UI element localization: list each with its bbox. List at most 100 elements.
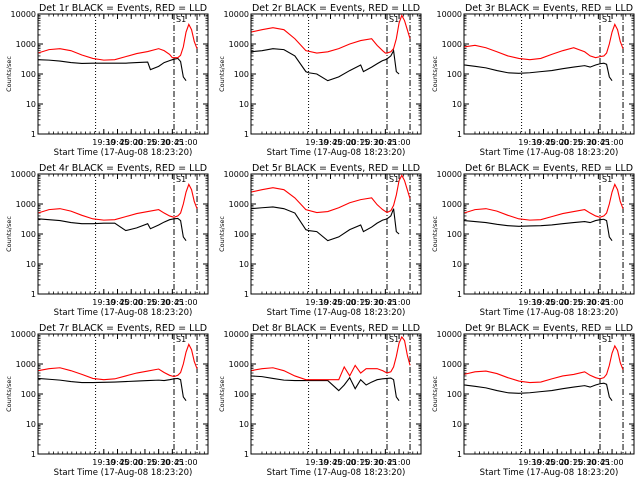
x-tick-label: 21:00	[388, 298, 411, 307]
x-tick-label: 20:30	[360, 138, 383, 147]
y-tick-label: 1000	[16, 200, 36, 209]
y-axis-label: Counts/sec	[218, 216, 226, 252]
chart-title: Det 4r BLACK = Events, RED = LLD	[39, 163, 207, 174]
chart-title: Det 3r BLACK = Events, RED = LLD	[465, 3, 633, 14]
x-tick-label: 20:15	[133, 458, 156, 467]
y-tick-label: 10	[452, 420, 462, 429]
y-tick-label: 10000	[437, 10, 462, 19]
y-tick-label: 10000	[11, 170, 36, 179]
chart-title: Det 5r BLACK = Events, RED = LLD	[252, 163, 420, 174]
x-tick-label: 20:15	[559, 458, 582, 467]
x-tick-label: 19:45	[106, 298, 129, 307]
series-line-events	[38, 57, 187, 81]
x-tick-label: 20:15	[133, 298, 156, 307]
chart-title: Det 9r BLACK = Events, RED = LLD	[465, 323, 633, 334]
x-tick-label: 19:45	[319, 458, 342, 467]
series-line-lld	[38, 343, 198, 381]
x-tick-label: 19:30	[518, 138, 541, 147]
x-tick-label: 20:30	[147, 458, 170, 467]
x-tick-label: 19:45	[532, 138, 555, 147]
chart-title: Det 1r BLACK = Events, RED = LLD	[39, 3, 207, 14]
y-tick-label: 100	[447, 390, 462, 399]
series-line-events	[251, 206, 400, 242]
chart-title: Det 2r BLACK = Events, RED = LLD	[252, 3, 420, 14]
x-tick-label: 20:30	[573, 298, 596, 307]
y-tick-label: 1	[31, 130, 36, 139]
y-tick-label: 10000	[437, 330, 462, 339]
series-line-lld	[251, 335, 411, 381]
series-line-events	[251, 48, 400, 82]
y-tick-label: 100	[234, 70, 249, 79]
x-axis-label: Start Time (17-Aug-08 18:23:20)	[480, 468, 619, 478]
chart-panel: Det 5r BLACK = Events, RED = LLD 1 10 100 10…	[218, 163, 422, 318]
y-tick-label: 100	[234, 390, 249, 399]
y-axis-label: Counts/sec	[431, 376, 439, 412]
y-tick-label: 10000	[11, 10, 36, 19]
chart-panel: Det 8r BLACK = Events, RED = LLD 1 10 100 10…	[218, 323, 422, 478]
y-tick-label: 1	[244, 130, 249, 139]
x-tick-label: 20:15	[559, 298, 582, 307]
x-tick-label: 19:45	[319, 138, 342, 147]
x-tick-label: 19:45	[532, 458, 555, 467]
y-tick-label: 100	[21, 390, 36, 399]
flag-label: S1	[602, 335, 612, 344]
x-axis-label: Start Time (17-Aug-08 18:23:20)	[267, 308, 406, 318]
y-tick-label: 10	[26, 260, 36, 269]
y-tick-label: 1000	[229, 360, 249, 369]
y-tick-label: 10	[452, 100, 462, 109]
y-tick-label: 10000	[224, 170, 249, 179]
chart-title: Det 6r BLACK = Events, RED = LLD	[465, 163, 633, 174]
x-tick-label: 19:30	[305, 458, 328, 467]
series-line-lld	[464, 183, 624, 221]
x-axis-label: Start Time (17-Aug-08 18:23:20)	[267, 148, 406, 158]
x-tick-label: 20:45	[161, 138, 184, 147]
x-tick-label: 19:45	[532, 298, 555, 307]
y-tick-label: 100	[447, 230, 462, 239]
x-tick-label: 20:45	[161, 298, 184, 307]
y-tick-label: 1	[457, 130, 462, 139]
y-tick-label: 1	[457, 450, 462, 459]
x-tick-label: 19:45	[319, 298, 342, 307]
x-axis-label: Start Time (17-Aug-08 18:23:20)	[54, 468, 193, 478]
chart-panel: Det 4r BLACK = Events, RED = LLD 1 10 100 10…	[5, 163, 209, 318]
x-tick-label: 19:45	[106, 458, 129, 467]
y-tick-label: 1000	[442, 360, 462, 369]
series-line-events	[464, 62, 613, 81]
series-line-events	[464, 382, 613, 401]
x-tick-label: 20:15	[346, 298, 369, 307]
x-tick-label: 20:00	[333, 138, 356, 147]
x-tick-label: 20:45	[161, 458, 184, 467]
chart-panel: Det 2r BLACK = Events, RED = LLD 1 10 100 10…	[218, 3, 422, 158]
chart-panel: Det 7r BLACK = Events, RED = LLD 1 10 100 10…	[5, 323, 209, 478]
x-tick-label: 20:00	[333, 298, 356, 307]
chart-panel: Det 9r BLACK = Events, RED = LLD 1 10 100 10…	[431, 323, 635, 478]
x-tick-label: 20:45	[587, 138, 610, 147]
x-tick-label: 20:15	[346, 138, 369, 147]
x-tick-label: 21:00	[388, 458, 411, 467]
x-tick-label: 20:30	[147, 138, 170, 147]
x-tick-label: 19:30	[518, 298, 541, 307]
chart-panel: Det 3r BLACK = Events, RED = LLD 1 10 100 10…	[431, 3, 635, 158]
chart-title: Det 8r BLACK = Events, RED = LLD	[252, 323, 420, 334]
flag-label: S1	[176, 175, 186, 184]
plot-frame	[463, 333, 635, 455]
x-tick-label: 20:15	[559, 138, 582, 147]
x-axis-label: Start Time (17-Aug-08 18:23:20)	[480, 148, 619, 158]
y-axis-label: Counts/sec	[218, 376, 226, 412]
flag-label: S1	[176, 335, 186, 344]
flag-label: S1	[389, 335, 399, 344]
flag-label: S1	[602, 175, 612, 184]
y-tick-label: 1000	[229, 40, 249, 49]
plot-frame	[37, 13, 209, 135]
y-tick-label: 100	[21, 230, 36, 239]
x-tick-label: 19:30	[92, 458, 115, 467]
x-tick-label: 20:45	[374, 138, 397, 147]
x-tick-label: 20:30	[573, 138, 596, 147]
plot-frame	[250, 13, 422, 135]
chart-title: Det 7r BLACK = Events, RED = LLD	[39, 323, 207, 334]
x-tick-label: 20:30	[147, 298, 170, 307]
flag-label: S1	[602, 15, 612, 24]
plot-frame	[37, 333, 209, 455]
